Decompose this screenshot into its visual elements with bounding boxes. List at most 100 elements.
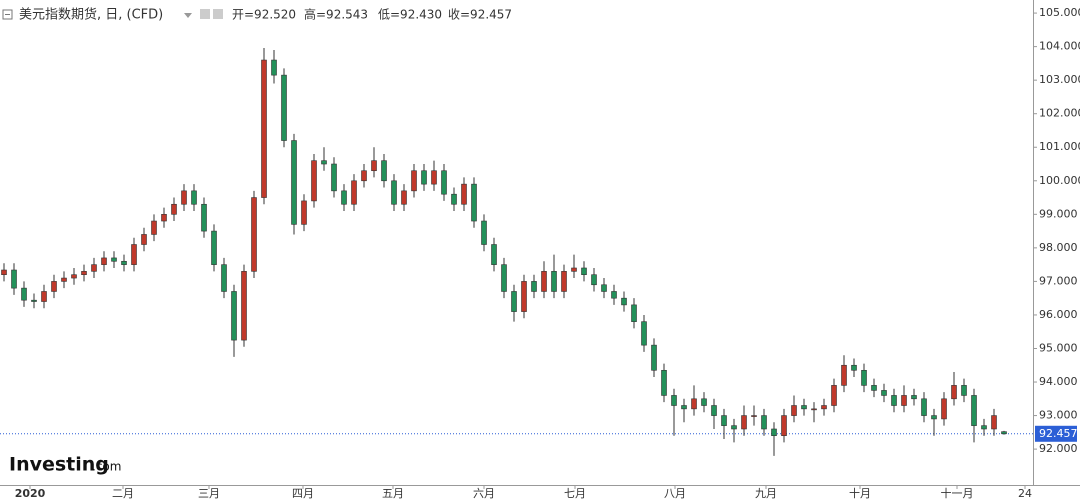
candle-body [401,190,407,205]
x-tick-label: 二月 [112,487,134,500]
candle-body [301,200,307,225]
candle-body [721,415,727,426]
ohlc-summary: 开=92.520 高=92.543 低=92.430 收=92.457 [232,7,512,22]
candle-body [851,364,857,371]
collapse-icon[interactable] [2,9,13,20]
candle-body [1,269,7,275]
candle-body [591,274,597,286]
ohlc-value: 低=92.430 [378,8,442,22]
y-tick-label: 99.000 [1039,207,1078,220]
chart-title: 美元指数期货, 日, (CFD) [19,7,163,23]
dropdown-arrow[interactable] [184,13,192,18]
candle-body [511,291,517,312]
candle-body [861,369,867,386]
candle-body [231,291,237,341]
candle-body [171,203,177,215]
candle-body [91,264,97,272]
candle-body [561,271,567,292]
ohlc-value: 开=92.520 [232,8,296,22]
candle-body [911,395,917,400]
candle-body [831,385,837,406]
y-tick-label: 97.000 [1039,274,1078,287]
logo-suffix: .com [92,460,121,474]
y-tick-label: 98.000 [1039,241,1078,254]
candle-body [601,284,607,292]
candle-body [351,180,357,205]
candle-body [201,203,207,232]
candle-body [451,193,457,205]
candle-body [411,170,417,192]
candle-body [641,321,647,346]
settings-icon[interactable] [200,9,210,19]
candles [1,47,1007,456]
x-tick-label: 四月 [292,487,314,500]
x-tick-label: 十一月 [941,486,974,500]
candle-body [871,385,877,391]
candle-body [731,425,737,430]
candle-body [611,291,617,299]
candle-body [161,214,167,222]
candle-body [661,369,667,396]
candle-body [781,415,787,436]
candle-body [361,170,367,182]
candle-body [21,287,27,301]
candle-body [241,271,247,341]
candle-body [61,277,67,282]
candle-body [891,395,897,406]
candle-body [221,264,227,292]
candle-body [391,180,397,205]
candle-body [821,405,827,410]
candle-body [801,405,807,410]
y-tick-label: 96.000 [1039,308,1078,321]
y-tick-label: 94.000 [1039,375,1078,388]
candle-body [981,425,987,430]
candle-body [431,170,437,185]
candle-body [291,140,297,225]
candle-body [631,304,637,322]
candle-body [191,190,197,205]
candle-body [281,74,287,141]
candle-body [71,274,77,279]
y-tick-label: 95.000 [1039,341,1078,354]
y-tick-label: 93.000 [1039,409,1078,422]
x-tick-label: 24 [1018,487,1032,500]
candle-body [371,160,377,172]
candle-body [311,160,317,202]
candle-body [251,197,257,272]
candle-body [381,160,387,182]
x-tick-label: 三月 [198,487,220,500]
x-tick-label: 九月 [755,487,777,500]
y-tick-label: 105.000 [1039,6,1080,19]
candle-body [711,405,717,416]
candle-body [881,390,887,396]
candle-body [41,291,47,302]
candle-body [321,160,327,165]
x-tick-label: 十月 [849,486,871,500]
candle-body [461,183,467,205]
candle-body [81,271,87,275]
candle-body [501,264,507,292]
candle-body [841,364,847,386]
close-icon[interactable] [213,9,223,19]
ohlc-value: 收=92.457 [448,8,512,22]
y-tick-label: 101.000 [1039,140,1080,153]
candle-body [961,385,967,396]
candle-body [141,234,147,245]
y-tick-label: 92.000 [1039,442,1078,455]
candle-body [761,415,767,430]
candle-body [11,269,17,289]
candle-body [1001,431,1007,435]
candle-body [681,405,687,410]
candle-body [541,271,547,292]
candle-body [941,398,947,420]
candle-body [751,415,757,417]
candle-body [741,415,747,430]
candle-body [331,163,337,192]
candle-body [551,271,557,292]
ohlc-value: 高=92.543 [304,7,368,22]
candle-body [491,244,497,265]
candle-body [51,281,57,292]
candle-body [271,59,277,76]
